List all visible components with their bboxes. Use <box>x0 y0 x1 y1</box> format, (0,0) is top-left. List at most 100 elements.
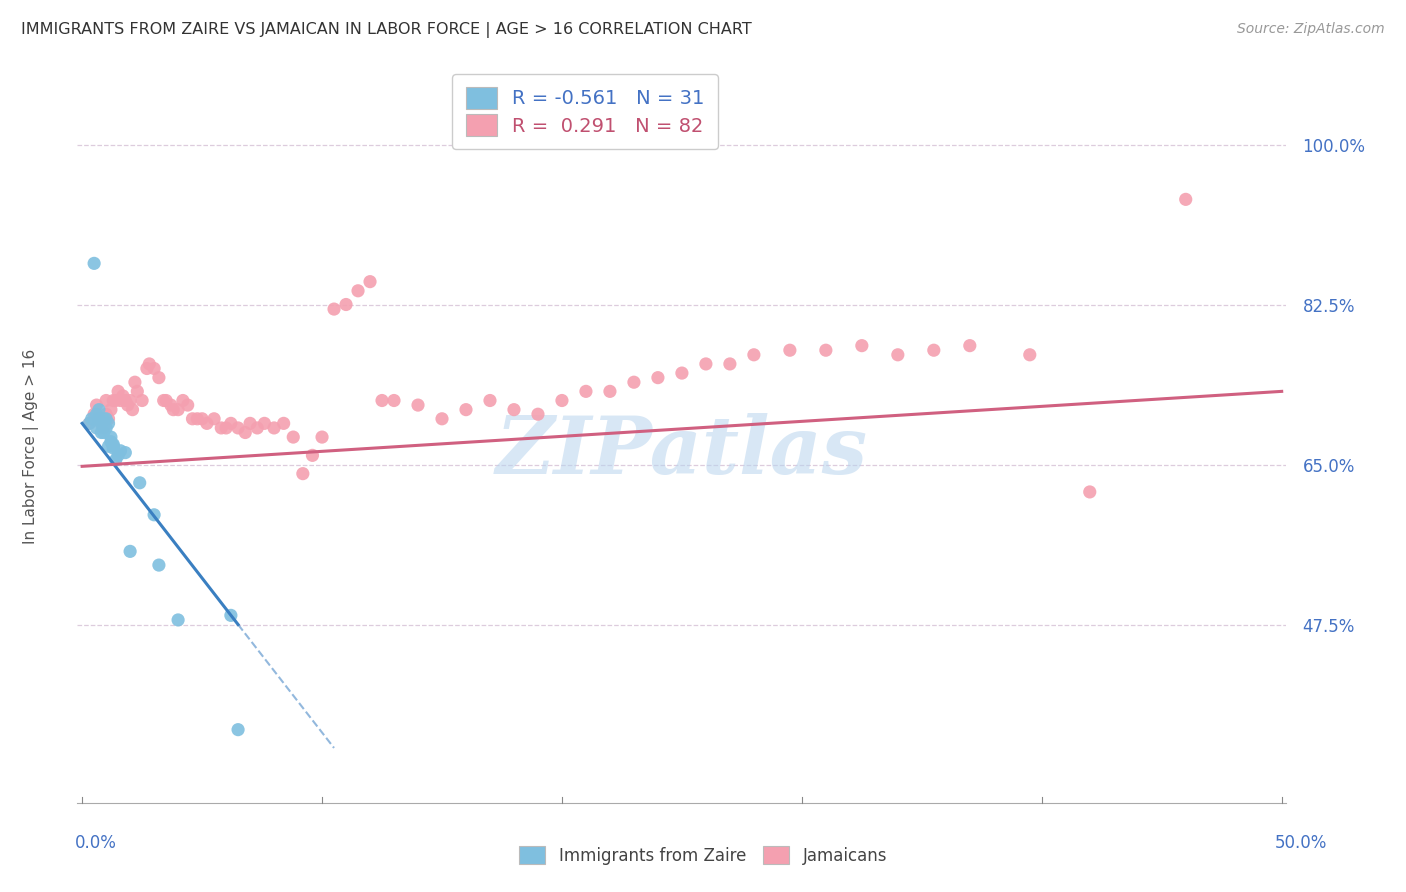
Point <box>233 425 256 440</box>
Point <box>742 348 765 362</box>
Point <box>1174 193 1197 207</box>
Point <box>209 421 232 435</box>
Point <box>167 613 190 627</box>
Point <box>219 608 242 623</box>
Point <box>94 393 117 408</box>
Point <box>121 402 143 417</box>
Point <box>160 398 183 412</box>
Point <box>148 370 170 384</box>
Point <box>138 357 160 371</box>
Text: In Labor Force | Age > 16: In Labor Force | Age > 16 <box>22 349 39 543</box>
Point <box>162 402 184 417</box>
Point <box>478 393 501 408</box>
Point <box>359 275 381 289</box>
Point <box>779 343 801 358</box>
Point <box>623 376 645 390</box>
Point <box>93 412 115 426</box>
Point <box>80 412 103 426</box>
Point <box>110 443 132 458</box>
Text: ZIPatlas: ZIPatlas <box>496 413 868 491</box>
Point <box>311 430 333 444</box>
Point <box>124 376 146 390</box>
Point <box>246 421 269 435</box>
Point <box>575 384 598 399</box>
Point <box>335 297 357 311</box>
Point <box>83 407 105 421</box>
Point <box>1018 348 1040 362</box>
Text: 0.0%: 0.0% <box>75 834 117 852</box>
Point <box>93 425 115 440</box>
Point <box>176 398 198 412</box>
Point <box>86 398 108 412</box>
Point <box>167 402 190 417</box>
Point <box>239 417 262 431</box>
Point <box>148 558 170 573</box>
Point <box>90 417 112 431</box>
Point <box>323 301 346 317</box>
Point <box>114 393 136 408</box>
Point <box>181 412 204 426</box>
Point <box>814 343 837 358</box>
Point <box>1078 485 1101 500</box>
Point <box>100 430 122 444</box>
Text: Source: ZipAtlas.com: Source: ZipAtlas.com <box>1237 22 1385 37</box>
Point <box>959 338 981 352</box>
Point <box>97 439 120 453</box>
Point <box>273 417 295 431</box>
Point <box>103 441 125 455</box>
Point <box>503 402 526 417</box>
Point <box>120 544 142 558</box>
Point <box>87 412 110 426</box>
Point <box>103 393 125 408</box>
Point <box>454 402 477 417</box>
Point <box>226 421 249 435</box>
Text: 50.0%: 50.0% <box>1274 834 1327 852</box>
Point <box>551 393 574 408</box>
Point <box>219 417 242 431</box>
Point <box>301 448 323 462</box>
Point <box>104 453 127 467</box>
Point <box>135 361 157 376</box>
Point <box>851 338 873 352</box>
Point <box>79 417 101 431</box>
Point <box>226 723 249 737</box>
Point <box>291 467 314 481</box>
Point <box>127 384 149 399</box>
Point <box>887 348 910 362</box>
Point <box>195 417 218 431</box>
Point <box>202 412 225 426</box>
Point <box>100 434 122 449</box>
Point <box>117 398 139 412</box>
Point <box>107 384 129 399</box>
Point <box>83 256 105 270</box>
Point <box>152 393 174 408</box>
Point <box>186 412 208 426</box>
Point <box>103 439 125 453</box>
Point <box>90 425 112 440</box>
Legend: Immigrants from Zaire, Jamaicans: Immigrants from Zaire, Jamaicans <box>510 838 896 873</box>
Point <box>671 366 693 380</box>
Point <box>143 361 166 376</box>
Point <box>107 448 129 462</box>
Point <box>406 398 429 412</box>
Point <box>283 430 305 444</box>
Point <box>253 417 276 431</box>
Legend: R = -0.561   N = 31, R =  0.291   N = 82: R = -0.561 N = 31, R = 0.291 N = 82 <box>453 74 718 149</box>
Point <box>599 384 621 399</box>
Point <box>110 393 132 408</box>
Point <box>104 393 127 408</box>
Point <box>215 421 238 435</box>
Point <box>128 475 150 490</box>
Point <box>79 417 101 431</box>
Point <box>103 437 125 451</box>
Point <box>114 445 136 459</box>
Point <box>100 402 122 417</box>
Point <box>87 412 110 426</box>
Point <box>97 417 120 431</box>
Point <box>90 417 112 431</box>
Point <box>93 421 115 435</box>
Point <box>371 393 394 408</box>
Point <box>86 421 108 435</box>
Point <box>263 421 285 435</box>
Point <box>430 412 453 426</box>
